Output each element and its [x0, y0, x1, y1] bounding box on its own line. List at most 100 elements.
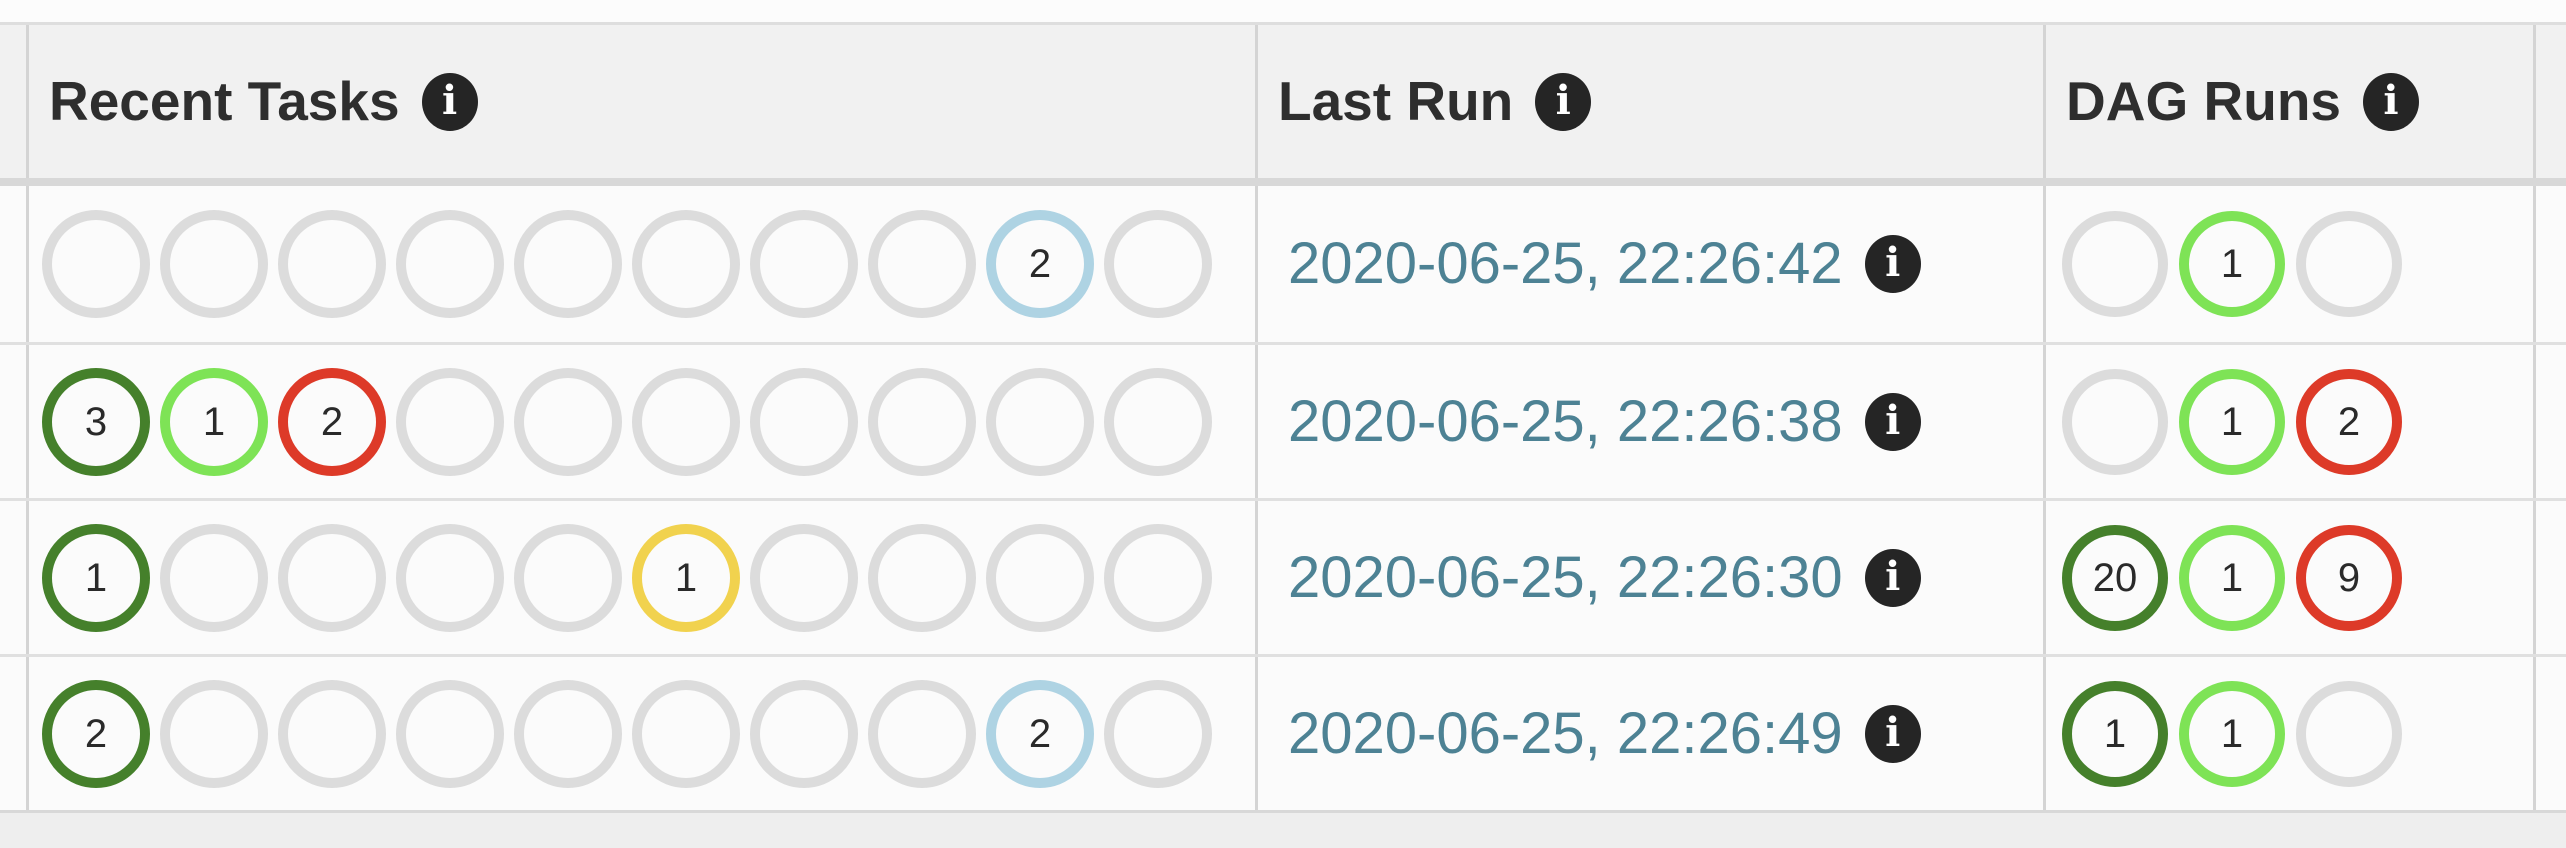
dag-table-row: 2 2020-06-25, 22:26:42 i 1	[0, 186, 2566, 342]
task-instance-circle-empty[interactable]	[278, 210, 386, 318]
dag-runs-circles: 20 1 9	[2046, 524, 2402, 631]
last-run-link[interactable]: 2020-06-25, 22:26:30	[1288, 544, 1843, 610]
adjacent-column-sliver-left	[0, 186, 26, 342]
task-instance-circle-empty[interactable]	[42, 210, 150, 318]
task-instance-circle-empty[interactable]	[514, 367, 622, 476]
task-instance-circle-running[interactable]: 1	[160, 367, 268, 476]
recent-tasks-cell: 3 1 2	[26, 345, 1255, 498]
task-instance-circle-empty[interactable]	[868, 210, 976, 318]
last-run-link[interactable]: 2020-06-25, 22:26:49	[1288, 700, 1843, 766]
info-glyph: i	[441, 76, 458, 124]
task-instance-circle-empty[interactable]	[396, 367, 504, 476]
dag-runs-cell: 1	[2043, 186, 2533, 342]
task-instance-circle-empty[interactable]	[514, 523, 622, 632]
task-instance-circle-empty[interactable]	[868, 523, 976, 632]
circle-count: 20	[2092, 555, 2138, 600]
last-run-info-icon[interactable]: i	[1864, 235, 1921, 293]
task-instance-circle-success[interactable]: 1	[42, 523, 150, 632]
dag-run-circle-success[interactable]: 20	[2062, 524, 2168, 631]
dag-run-circle-failed[interactable]: 9	[2296, 524, 2402, 631]
adjacent-column-sliver-right	[2533, 657, 2566, 810]
task-instance-circle-up-for-retry[interactable]: 1	[632, 523, 740, 632]
circle-count: 9	[2337, 555, 2361, 600]
adjacent-column-sliver-left	[0, 501, 26, 654]
dag-run-circle-empty[interactable]	[2296, 211, 2402, 317]
circle-count: 3	[84, 399, 108, 444]
recent-tasks-circles: 3 1 2	[29, 367, 1212, 476]
circle-count: 1	[202, 399, 226, 444]
dag-run-circle-running[interactable]: 1	[2179, 680, 2285, 787]
dag-runs-cell: 20 1 9	[2043, 501, 2533, 654]
adjacent-column-sliver-right	[2533, 25, 2566, 178]
dag-run-circle-running[interactable]: 1	[2179, 211, 2285, 317]
task-instance-circle-empty[interactable]	[750, 210, 858, 318]
task-instance-circle-empty[interactable]	[514, 679, 622, 788]
task-instance-circle-empty[interactable]	[160, 523, 268, 632]
circle-count: 2	[320, 399, 344, 444]
column-header-dag-runs: DAG Runs i	[2043, 25, 2533, 178]
task-instance-circle-empty[interactable]	[986, 367, 1094, 476]
info-circle-icon[interactable]: i	[421, 72, 478, 131]
last-run-link[interactable]: 2020-06-25, 22:26:42	[1288, 231, 1843, 296]
task-instance-circle-none[interactable]: 2	[986, 210, 1094, 318]
top-gutter	[0, 0, 2566, 22]
task-instance-circle-empty[interactable]	[632, 367, 740, 476]
dag-run-circle-empty[interactable]	[2062, 211, 2168, 317]
dag-run-circle-failed[interactable]: 2	[2296, 368, 2402, 475]
task-instance-circle-empty[interactable]	[986, 523, 1094, 632]
last-run-link[interactable]: 2020-06-25, 22:26:38	[1288, 388, 1843, 454]
task-instance-circle-empty[interactable]	[396, 523, 504, 632]
task-instance-circle-empty[interactable]	[514, 210, 622, 318]
circle-count: 1	[2220, 555, 2244, 600]
task-instance-circle-empty[interactable]	[278, 523, 386, 632]
last-run-info-icon[interactable]: i	[1864, 392, 1921, 451]
task-instance-circle-empty[interactable]	[396, 210, 504, 318]
task-instance-circle-empty[interactable]	[1104, 210, 1212, 318]
info-glyph: i	[1885, 396, 1901, 444]
task-instance-circle-empty[interactable]	[160, 679, 268, 788]
task-instance-circle-failed[interactable]: 2	[278, 367, 386, 476]
task-instance-circle-empty[interactable]	[1104, 367, 1212, 476]
last-run-info-icon[interactable]: i	[1864, 704, 1921, 763]
task-instance-circle-empty[interactable]	[632, 679, 740, 788]
info-glyph: i	[1885, 239, 1901, 286]
dag-run-circle-success[interactable]: 1	[2062, 680, 2168, 787]
task-instance-circle-empty[interactable]	[750, 367, 858, 476]
last-run-info-icon[interactable]: i	[1864, 548, 1921, 607]
column-header-last-run: Last Run i	[1255, 25, 2043, 178]
info-glyph: i	[1885, 552, 1901, 600]
task-instance-circle-empty[interactable]	[1104, 679, 1212, 788]
adjacent-column-sliver-right	[2533, 345, 2566, 498]
task-instance-circle-none[interactable]: 2	[986, 679, 1094, 788]
task-instance-circle-success[interactable]: 2	[42, 679, 150, 788]
task-instance-circle-empty[interactable]	[868, 367, 976, 476]
column-header-label: Recent Tasks	[49, 70, 400, 132]
dag-run-circle-empty[interactable]	[2062, 368, 2168, 475]
task-instance-circle-empty[interactable]	[160, 210, 268, 318]
task-instance-circle-empty[interactable]	[396, 679, 504, 788]
dag-table-row: 1 1 2020-06-25, 22:26:30 i 20 1 9	[0, 498, 2566, 654]
dag-run-circle-empty[interactable]	[2296, 680, 2402, 787]
task-instance-circle-empty[interactable]	[1104, 523, 1212, 632]
task-instance-circle-empty[interactable]	[750, 679, 858, 788]
task-instance-circle-empty[interactable]	[632, 210, 740, 318]
table-header-row: Recent Tasks i Last Run i DAG Runs i	[0, 22, 2566, 186]
task-instance-circle-empty[interactable]	[750, 523, 858, 632]
circle-count: 2	[2337, 399, 2361, 444]
info-circle-icon[interactable]: i	[1535, 72, 1592, 131]
dag-run-circle-running[interactable]: 1	[2179, 524, 2285, 631]
circle-count: 2	[84, 711, 108, 756]
task-instance-circle-empty[interactable]	[278, 679, 386, 788]
dag-run-circle-running[interactable]: 1	[2179, 368, 2285, 475]
column-header-label: DAG Runs	[2066, 70, 2341, 132]
task-instance-circle-success[interactable]: 3	[42, 367, 150, 476]
adjacent-column-sliver-right	[2533, 186, 2566, 342]
info-circle-icon[interactable]: i	[2363, 72, 2419, 131]
last-run-cell: 2020-06-25, 22:26:49 i	[1255, 657, 2043, 810]
last-run-cell: 2020-06-25, 22:26:30 i	[1255, 501, 2043, 654]
task-instance-circle-empty[interactable]	[868, 679, 976, 788]
